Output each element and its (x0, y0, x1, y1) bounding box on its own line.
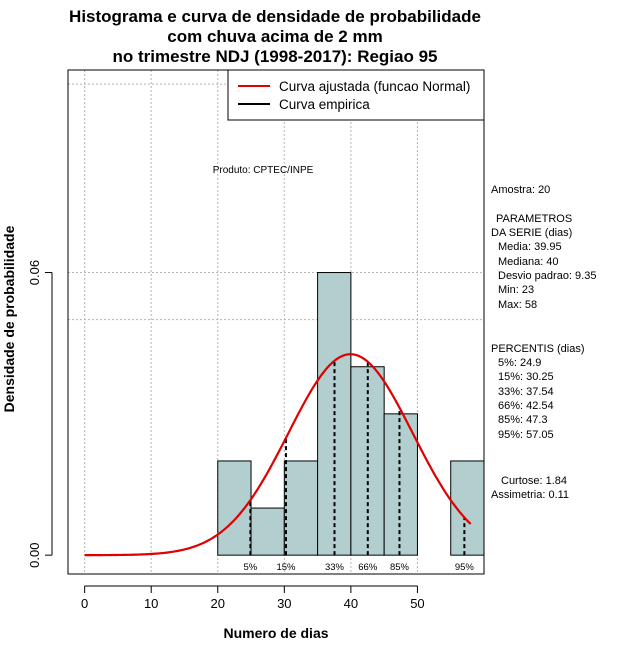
percentile-label-4: 85% (390, 562, 410, 573)
chart-title-line-2: com chuva acima de 2 mm (167, 27, 382, 46)
legend: Curva ajustada (funcao Normal) Curva emp… (227, 69, 485, 121)
x-tick-label-50: 50 (410, 596, 424, 611)
stat-max: Max: 58 (498, 299, 537, 311)
percentile-label-1: 15% (276, 562, 296, 573)
legend-label-normal: Curva ajustada (funcao Normal) (279, 79, 470, 94)
x-tick-label-40: 40 (344, 596, 358, 611)
histogram-bar-1 (250, 507, 285, 556)
stats-panel: Amostra: 20 PARAMETROS DA SERIE (dias) M… (491, 184, 596, 501)
stat-percentis-title: PERCENTIS (dias) (491, 343, 585, 355)
histogram-bar-2 (283, 460, 319, 556)
percentile-label-5: 95% (455, 562, 475, 573)
stat-curtose: Curtose: 1.84 (501, 475, 567, 487)
chart-title-line-3: no trimestre NDJ (1998-2017): Regiao 95 (112, 47, 437, 66)
normal-curve-layer (84, 353, 472, 557)
x-tick-label-30: 30 (277, 596, 291, 611)
y-tick-label-0.06: 0.06 (27, 260, 42, 285)
axes: 0 10 20 30 40 50 0.00 0.06 (27, 260, 425, 611)
chart-title-line-1: Histograma e curva de densidade de proba… (69, 7, 481, 26)
stat-param-title-2: DA SERIE (dias) (491, 227, 572, 239)
x-tick-label-10: 10 (144, 596, 158, 611)
legend-label-empirical: Curva empirica (279, 97, 370, 112)
stat-param-title-1: PARAMETROS (496, 213, 572, 225)
normal-curve (84, 353, 472, 557)
stat-desvio: Desvio padrao: 9.35 (498, 270, 596, 282)
histogram-bar-5 (383, 413, 418, 556)
percentile-label-0: 5% (244, 562, 258, 573)
stat-p66: 66%: 42.54 (498, 400, 554, 412)
plot-frame (67, 69, 485, 575)
stat-p85: 85%: 47.3 (498, 414, 548, 426)
y-tick-label-0.00: 0.00 (27, 543, 42, 568)
stat-amostra: Amostra: 20 (491, 184, 550, 196)
x-tick-label-20: 20 (211, 596, 225, 611)
percentile-lines: 5% 15% 33% 66% 85% 95% (244, 360, 475, 573)
stat-min: Min: 23 (498, 284, 534, 296)
legend-box (227, 69, 485, 121)
stat-p95: 95%: 57.05 (498, 429, 554, 441)
percentile-label-3: 66% (358, 562, 378, 573)
stat-assimetria: Assimetria: 0.11 (491, 489, 569, 501)
percentile-label-2: 33% (325, 562, 345, 573)
stat-p33: 33%: 37.54 (498, 386, 554, 398)
x-axis-title: Numero de dias (223, 625, 328, 641)
histogram-bar-0 (217, 460, 252, 556)
stat-media: Media: 39.95 (498, 241, 562, 253)
credit-text: Produto: CPTEC/INPE (213, 165, 314, 176)
stat-mediana: Mediana: 40 (498, 256, 559, 268)
grid-lines (68, 70, 484, 574)
stat-p15: 15%: 30.25 (498, 371, 554, 383)
histogram-bars (217, 272, 485, 556)
stat-p5: 5%: 24.9 (498, 357, 541, 369)
y-axis-title: Densidade de probabilidade (1, 225, 17, 412)
x-tick-label-0: 0 (81, 596, 88, 611)
